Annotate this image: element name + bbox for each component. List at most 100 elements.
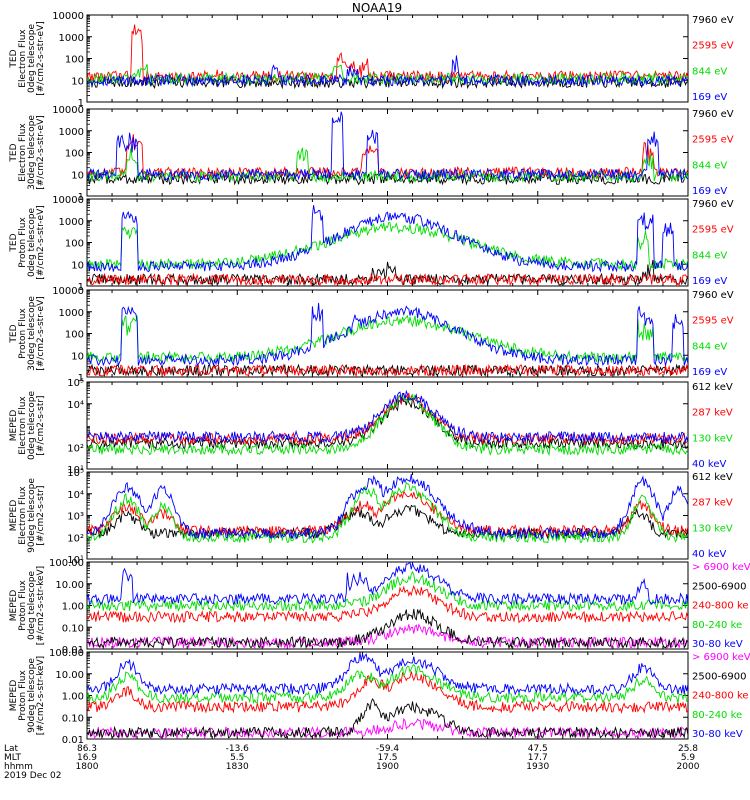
y-tick-label: 10000	[52, 286, 84, 297]
legend-844-ev: 844 eV	[692, 341, 727, 352]
series-line-130-kev	[87, 393, 688, 457]
y-axis-label: 0deg telescope	[27, 208, 37, 278]
legend-130-kev: 130 keV	[692, 523, 733, 534]
y-tick-label: 10⁴	[67, 490, 84, 501]
y-axis-label: [#/cm2-s-str]	[36, 395, 46, 455]
y-axis-label: Proton Flux	[18, 670, 28, 721]
y-axis-label: 0deg telescope	[27, 24, 37, 94]
y-tick-label: 0.10	[62, 623, 84, 634]
series-line-169-ev	[87, 302, 688, 367]
legend-2595-ev: 2595 eV	[692, 41, 734, 52]
figure-title: NOAA19	[352, 1, 402, 15]
series-line-2500-6900	[87, 608, 688, 649]
panel-1: 1 10 100 1000 10000 TED Electron Flux 0deg tele…	[9, 11, 734, 109]
y-axis-label: 0deg telescope	[27, 571, 37, 641]
series-line-7960-ev	[87, 363, 688, 377]
legend-7960-ev: 7960 eV	[692, 15, 734, 26]
footer-row-label: 2019 Dec 02	[4, 771, 62, 781]
legend-7960-ev: 7960 eV	[692, 199, 734, 210]
y-tick-label: 10²	[67, 533, 84, 544]
y-tick-label: 10¹	[67, 465, 84, 476]
y-axis-label: [#/cm2-s-str-eV]	[36, 115, 46, 190]
y-axis-label: TED	[9, 324, 19, 343]
y-axis-label: [#/cm2-s-str]	[36, 485, 46, 545]
y-axis-label: 0deg telescope	[27, 391, 37, 461]
legend-612-kev: 612 keV	[692, 382, 733, 393]
y-axis-label: TED	[9, 233, 19, 252]
legend--6900-kev: > 6900 keV	[692, 652, 750, 663]
footer-lat-value: -59.4	[376, 744, 400, 754]
y-tick-label: 1	[78, 282, 84, 293]
y-tick-label: 10⁵	[67, 378, 84, 389]
y-tick-label: 1000	[59, 33, 84, 44]
series-line-40-kev	[87, 389, 688, 444]
series-line-2595-ev	[87, 363, 688, 377]
footer-lat-value: 47.5	[528, 744, 548, 754]
panel-6: 10¹ 10² 10³ 10⁴ 10⁵ MEPED Electron Flux 90deg t…	[9, 468, 733, 566]
y-tick-label: 0.01	[62, 645, 84, 656]
y-axis-label: Proton Flux	[18, 217, 28, 268]
legend-169-ev: 169 eV	[692, 186, 727, 197]
legend-240-800-ke: 240-800 ke	[692, 601, 749, 612]
footer-time-value: 1830	[226, 762, 249, 772]
y-tick-label: 1.00	[62, 692, 84, 703]
legend-40-kev: 40 keV	[692, 459, 726, 470]
y-tick-label: 10³	[67, 512, 84, 523]
legend-169-ev: 169 eV	[692, 92, 727, 103]
y-tick-label: 0.10	[62, 713, 84, 724]
legend-7960-ev: 7960 eV	[692, 290, 734, 301]
legend-80-240-ke: 80-240 ke	[692, 620, 742, 631]
series-line-2500-6900	[87, 698, 688, 739]
footer-time-value: 2000	[677, 762, 700, 772]
series-line-80-240-ke	[87, 663, 688, 705]
legend-287-kev: 287 keV	[692, 408, 733, 419]
legend-130-kev: 130 keV	[692, 433, 733, 444]
legend-169-ev: 169 eV	[692, 367, 727, 378]
series-line-844-ev	[87, 64, 688, 86]
y-tick-label: 10	[71, 260, 84, 271]
y-axis-label: Proton Flux	[18, 308, 28, 359]
y-tick-label: 1.00	[62, 602, 84, 613]
y-axis-label: MEPED	[9, 590, 19, 622]
y-tick-label: 1000	[59, 127, 84, 138]
footer-lat-value: -13.6	[226, 744, 250, 754]
y-axis-label: 90deg telescope	[27, 478, 37, 553]
footer-mlt-value: 5.5	[230, 753, 244, 763]
series-line-169-ev	[87, 205, 688, 273]
series-line-130-kev	[87, 481, 688, 544]
y-tick-label: 10²	[67, 443, 84, 454]
legend-80-240-ke: 80-240 ke	[692, 710, 742, 721]
series-line--6900-kev	[87, 717, 688, 739]
legend-844-ev: 844 eV	[692, 66, 727, 77]
legend-612-kev: 612 keV	[692, 472, 733, 483]
y-axis-label: 90deg telescope	[27, 658, 37, 733]
plot-frame	[86, 381, 689, 470]
y-tick-label: 10.00	[55, 580, 84, 591]
legend-287-kev: 287 keV	[692, 498, 733, 509]
y-axis-label: Electron Flux	[18, 123, 28, 182]
y-tick-label: 10	[71, 76, 84, 87]
series-line-844-ev	[87, 221, 688, 272]
footer-lat-value: 86.3	[77, 744, 97, 754]
y-axis-label: Electron Flux	[18, 486, 28, 545]
y-tick-label: 10000	[52, 105, 84, 116]
series-line-2595-ev	[87, 272, 688, 286]
y-axis-label: MEPED	[9, 410, 19, 442]
y-axis-label: MEPED	[9, 680, 19, 712]
series-line-2595-ev	[87, 24, 688, 84]
footer-time-value: 1800	[76, 762, 99, 772]
y-tick-label: 100.00	[49, 558, 84, 569]
y-tick-label: 1	[78, 373, 84, 384]
legend-169-ev: 169 eV	[692, 276, 727, 287]
legend-40-kev: 40 keV	[692, 549, 726, 560]
y-tick-label: 0.01	[62, 735, 84, 746]
legend-30-80-kev: 30-80 keV	[692, 639, 743, 650]
series-line-80-240-ke	[87, 570, 688, 613]
legend-2595-ev: 2595 eV	[692, 225, 734, 236]
y-tick-label: 10	[71, 351, 84, 362]
y-tick-label: 1000	[59, 308, 84, 319]
series-line-7960-ev	[87, 259, 688, 286]
y-axis-label: Proton Flux	[18, 580, 28, 631]
